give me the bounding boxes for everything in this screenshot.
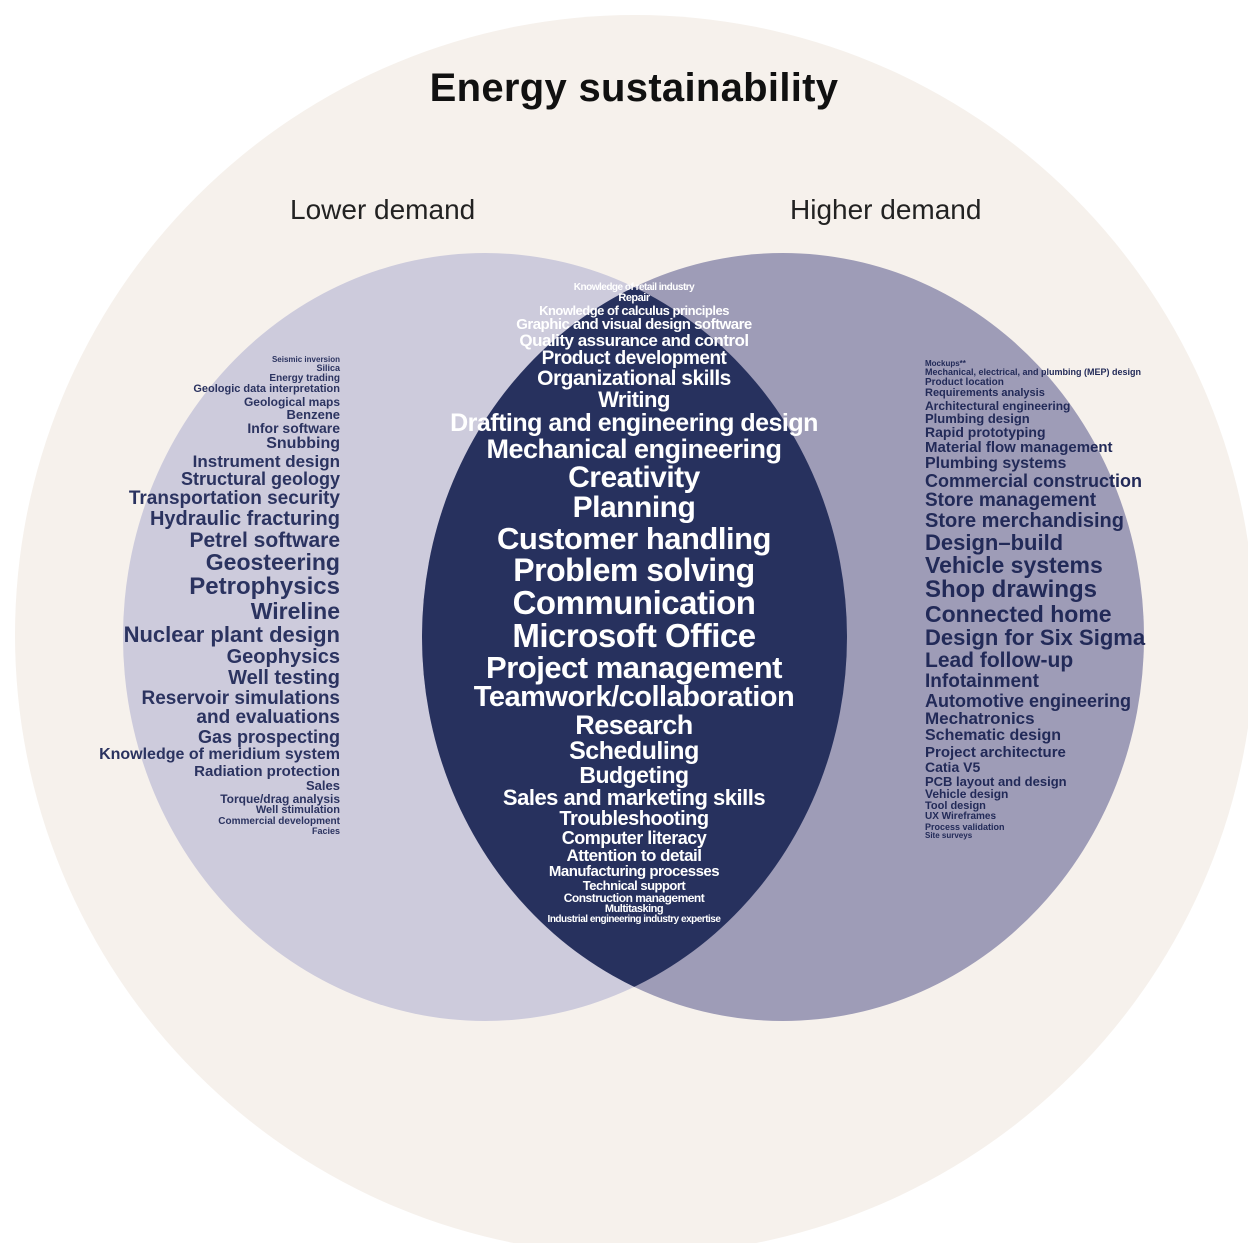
lower-skill-12: Petrel software bbox=[189, 528, 340, 552]
shared-skill-12: Customer handling bbox=[497, 521, 771, 556]
higher-skill-8: Plumbing systems bbox=[925, 454, 1067, 472]
shared-skill-16: Project management bbox=[486, 650, 782, 685]
higher-skill-19: Automotive engineering bbox=[925, 690, 1132, 711]
higher-skill-10: Store management bbox=[925, 489, 1097, 511]
higher-skill-29: Site surveys bbox=[925, 830, 973, 840]
lower-skill-24: Sales bbox=[306, 778, 340, 794]
higher-skill-22: Project architecture bbox=[925, 743, 1066, 761]
shared-skill-26: Technical support bbox=[582, 878, 686, 893]
higher-skill-5: Plumbing design bbox=[925, 410, 1030, 426]
higher-demand-skills: Mockups** Mechanical, electrical, and plu… bbox=[925, 359, 1146, 840]
shared-skill-22: Troubleshooting bbox=[559, 808, 709, 830]
higher-skill-4: Architectural engineering bbox=[925, 398, 1071, 413]
shared-skill-13: Problem solving bbox=[513, 552, 755, 588]
lower-skill-15: Wireline bbox=[250, 598, 340, 625]
shared-skill-8: Drafting and engineering design bbox=[450, 409, 818, 437]
shared-skill-7: Writing bbox=[598, 387, 670, 412]
higher-skill-20: Mechatronics bbox=[925, 709, 1035, 729]
shared-skill-21: Sales and marketing skills bbox=[502, 785, 766, 810]
higher-skill-24: PCB layout and design bbox=[925, 773, 1067, 789]
shared-skill-4: Quality assurance and control bbox=[519, 331, 749, 350]
shared-skill-6: Organizational skills bbox=[537, 367, 731, 390]
higher-skill-1: Mechanical, electrical, and plumbing (ME… bbox=[925, 367, 1142, 378]
lower-skill-16: Nuclear plant design bbox=[123, 622, 340, 648]
higher-skill-26: Tool design bbox=[925, 799, 986, 812]
higher-skill-16: Design for Six Sigma bbox=[925, 625, 1146, 651]
lower-skill-27: Commercial development bbox=[218, 815, 340, 827]
higher-skill-9: Commercial construction bbox=[925, 471, 1143, 492]
lower-skill-5: Benzene bbox=[286, 406, 340, 422]
shared-skill-23: Computer literacy bbox=[561, 828, 707, 848]
shared-skill-18: Research bbox=[575, 710, 693, 740]
lower-skill-26: Well stimulation bbox=[255, 804, 340, 817]
shared-skill-27: Construction management bbox=[563, 891, 705, 905]
higher-demand-label: Higher demand bbox=[790, 194, 982, 225]
lower-skill-22: Knowledge of meridium system bbox=[99, 745, 340, 763]
lower-skill-1: Silica bbox=[316, 363, 340, 374]
lower-skill-4: Geological maps bbox=[243, 394, 340, 409]
shared-skill-29: Industrial engineering industry expertis… bbox=[547, 914, 721, 925]
shared-skill-24: Attention to detail bbox=[566, 846, 702, 865]
shared-skill-25: Manufacturing processes bbox=[548, 863, 720, 880]
shared-skill-0: Knowledge of retail industry bbox=[573, 282, 695, 293]
shared-skills: Knowledge of retail industry Repair Knowle… bbox=[0, 283, 1248, 925]
higher-skill-2: Product location bbox=[925, 376, 1004, 388]
shared-skill-5: Product development bbox=[541, 348, 727, 369]
lower-skill-25: Torque/drag analysis bbox=[220, 791, 340, 806]
overlap-region bbox=[422, 253, 847, 1021]
higher-skill-27: UX Wireframes bbox=[925, 811, 997, 823]
higher-skill-28: Process validation bbox=[925, 821, 1005, 832]
shared-skill-1: Repair bbox=[618, 292, 650, 304]
shared-skill-10: Creativity bbox=[568, 461, 700, 494]
lower-skill-18: Well testing bbox=[228, 666, 340, 689]
lower-skill-6: Infor software bbox=[247, 420, 340, 437]
higher-skill-23: Catia V5 bbox=[925, 759, 981, 776]
higher-skill-17: Lead follow-up bbox=[925, 649, 1074, 673]
lower-skill-10: Transportation security bbox=[128, 488, 340, 510]
lower-skill-23: Radiation protection bbox=[194, 762, 340, 780]
lower-skill-0: Seismic inversion bbox=[271, 355, 340, 364]
lower-demand-label: Lower demand bbox=[290, 194, 476, 225]
shared-skill-9: Mechanical engineering bbox=[486, 434, 782, 464]
shared-skill-19: Scheduling bbox=[569, 737, 699, 765]
higher-skill-18: Infotainment bbox=[925, 670, 1039, 692]
lower-skill-17: Geophysics bbox=[226, 646, 340, 669]
shared-skill-3: Graphic and visual design software bbox=[516, 316, 752, 333]
shared-skill-15: Microsoft Office bbox=[512, 617, 756, 654]
shared-skill-14: Communication bbox=[512, 584, 756, 621]
higher-skill-13: Vehicle systems bbox=[925, 552, 1103, 579]
lower-skill-9: Structural geology bbox=[180, 469, 340, 490]
higher-skill-7: Material flow management bbox=[925, 439, 1113, 457]
shared-skill-2: Knowledge of calculus principles bbox=[539, 303, 729, 318]
lower-skill-21: Gas prospecting bbox=[197, 727, 340, 748]
shared-skill-11: Planning bbox=[572, 491, 696, 524]
lower-skill-28: Facies bbox=[311, 825, 340, 836]
higher-skill-3: Requirements analysis bbox=[925, 387, 1045, 400]
lower-skill-3: Geologic data interpretation bbox=[193, 383, 340, 396]
higher-skill-6: Rapid prototyping bbox=[925, 424, 1046, 441]
diagram-title: Energy sustainability bbox=[429, 66, 839, 110]
lower-skill-11: Hydraulic fracturing bbox=[149, 507, 340, 530]
lower-skill-19: Reservoir simulations bbox=[141, 687, 340, 709]
shared-skill-28: Multitasking bbox=[604, 903, 664, 915]
lower-skill-13: Geosteering bbox=[205, 549, 340, 576]
shared-skill-20: Budgeting bbox=[579, 762, 689, 788]
lower-skill-2: Energy trading bbox=[269, 372, 340, 384]
lower-skill-8: Instrument design bbox=[192, 451, 340, 471]
higher-skill-14: Shop drawings bbox=[925, 576, 1098, 604]
higher-skill-21: Schematic design bbox=[925, 727, 1062, 744]
higher-skill-0: Mockups** bbox=[925, 359, 966, 368]
lower-skill-7: Snubbing bbox=[266, 435, 340, 453]
lower-demand-skills: Seismic inversion Silica Energy trading Geo… bbox=[99, 355, 340, 836]
higher-skill-11: Store merchandising bbox=[925, 509, 1124, 532]
lower-skill-14: Petrophysics bbox=[189, 573, 340, 601]
shared-skill-17: Teamwork/collaboration bbox=[473, 681, 795, 713]
higher-skill-12: Design–build bbox=[925, 529, 1064, 555]
higher-skill-15: Connected home bbox=[925, 601, 1112, 628]
higher-skill-25: Vehicle design bbox=[925, 787, 1009, 802]
lower-skill-20: and evaluations bbox=[196, 707, 340, 729]
